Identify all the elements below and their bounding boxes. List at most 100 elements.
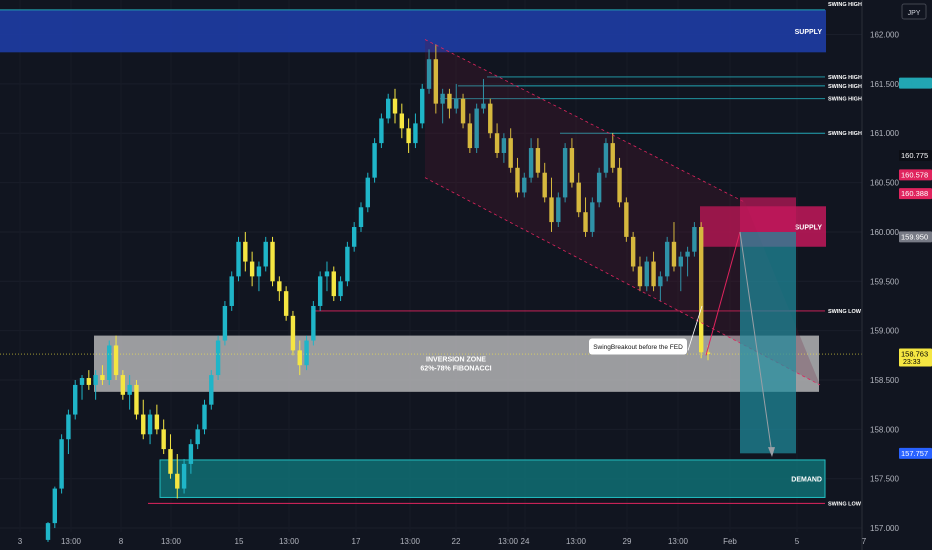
tag-157757: 157.757 bbox=[899, 448, 932, 459]
supply-right-label: SUPPLY bbox=[795, 225, 823, 232]
price-tag-text: 161.508 bbox=[901, 79, 928, 88]
time-tick-label: 13:00 bbox=[498, 537, 519, 546]
candle-body bbox=[243, 242, 247, 262]
candle-body bbox=[400, 114, 404, 129]
candle-body bbox=[53, 489, 57, 524]
candle-body bbox=[216, 341, 220, 376]
time-tick-label: 8 bbox=[119, 537, 124, 546]
candle-body bbox=[195, 429, 199, 444]
candle-body bbox=[161, 429, 165, 449]
time-tick-label: 22 bbox=[452, 537, 461, 546]
candle-body bbox=[155, 415, 159, 430]
inversion-zone-label: INVERSION ZONE bbox=[426, 357, 486, 364]
candle-body bbox=[413, 123, 417, 143]
tag-159950: 159.950 bbox=[899, 231, 932, 242]
candle-body bbox=[141, 415, 145, 435]
price-tick-label: 157.000 bbox=[870, 524, 899, 533]
time-tick-label: 3 bbox=[18, 537, 23, 546]
price-tag-text: 160.388 bbox=[901, 189, 928, 198]
candle-body bbox=[100, 375, 104, 380]
candle-body bbox=[168, 449, 172, 474]
price-tick-label: 159.000 bbox=[870, 327, 899, 336]
candle-body bbox=[250, 262, 254, 277]
candle-body bbox=[325, 271, 329, 276]
price-tick-label: 160.500 bbox=[870, 179, 899, 188]
price-tag-text: 159.950 bbox=[901, 232, 928, 241]
candle-body bbox=[230, 276, 234, 306]
demand-zone-label: DEMAND bbox=[791, 477, 822, 484]
time-tick-label: 7 bbox=[862, 537, 867, 546]
time-tick-label: 15 bbox=[235, 537, 244, 546]
candle-body bbox=[359, 207, 363, 227]
level-label: SWING HIGH bbox=[828, 2, 862, 8]
price-tick-label: 157.500 bbox=[870, 475, 899, 484]
time-tick-label: 13:00 bbox=[61, 537, 82, 546]
level-label: SWING HIGH bbox=[828, 131, 862, 137]
price-tag-text: 157.757 bbox=[901, 449, 928, 458]
time-tick-label: 5 bbox=[795, 537, 800, 546]
price-tick-label: 158.500 bbox=[870, 376, 899, 385]
currency-label: JPY bbox=[908, 10, 921, 17]
candle-body bbox=[209, 375, 213, 405]
price-tag-subtext: 23:33 bbox=[903, 359, 921, 366]
candle-body bbox=[134, 385, 138, 415]
annotation-callout: SwingBreakout before the FED bbox=[589, 339, 687, 355]
candle-body bbox=[257, 266, 261, 276]
candle-body bbox=[175, 474, 179, 489]
candle-body bbox=[114, 345, 118, 375]
level-label: SWING HIGH bbox=[828, 97, 862, 103]
candle-body bbox=[264, 242, 268, 267]
time-tick-label: Feb bbox=[723, 537, 737, 546]
candle-body bbox=[236, 242, 240, 277]
candle-body bbox=[277, 281, 281, 291]
supply-top-label: SUPPLY bbox=[795, 29, 823, 36]
candle-body bbox=[121, 375, 125, 395]
time-tick-label: 24 bbox=[521, 537, 530, 546]
candle-body bbox=[148, 415, 152, 435]
candle-body bbox=[345, 247, 349, 282]
candle-body bbox=[420, 89, 424, 124]
price-tick-label: 158.000 bbox=[870, 425, 899, 434]
candle-body bbox=[127, 385, 131, 395]
level-label: SWING LOW bbox=[828, 501, 862, 507]
time-tick-label: 13:00 bbox=[279, 537, 300, 546]
supply-top-zone bbox=[0, 10, 826, 52]
tag-160388: 160.388 bbox=[899, 188, 932, 199]
candle-body bbox=[311, 306, 315, 341]
level-label: SWING HIGH bbox=[828, 75, 862, 81]
time-tick-label: 17 bbox=[352, 537, 361, 546]
candle-body bbox=[93, 375, 97, 385]
price-tick-label: 161.000 bbox=[870, 129, 899, 138]
target-projection-box bbox=[740, 232, 796, 453]
tag-160578: 160.578 bbox=[899, 169, 932, 180]
candle-body bbox=[202, 405, 206, 430]
candle-body bbox=[66, 415, 70, 440]
price-tick-label: 161.500 bbox=[870, 80, 899, 89]
price-tag-text: 160.578 bbox=[901, 170, 928, 179]
candle-body bbox=[73, 385, 77, 415]
time-tick-label: 13:00 bbox=[668, 537, 689, 546]
candle-body bbox=[189, 444, 193, 464]
candle-body bbox=[182, 464, 186, 489]
demand-zone-zone bbox=[160, 460, 825, 498]
stop-projection-box bbox=[740, 197, 796, 232]
candle-body bbox=[107, 345, 111, 380]
tag-160775: 160.775 bbox=[899, 150, 932, 161]
candle-body bbox=[59, 439, 63, 488]
candle-body bbox=[406, 128, 410, 143]
candle-body bbox=[270, 242, 274, 281]
candle-body bbox=[393, 99, 397, 114]
candle-body bbox=[298, 350, 302, 365]
candle-body bbox=[352, 227, 356, 247]
price-tag-text: 160.775 bbox=[901, 151, 928, 160]
tag-161508: 161.508 bbox=[899, 78, 932, 89]
candle-body bbox=[87, 378, 91, 385]
candle-body bbox=[284, 291, 288, 316]
candle-body bbox=[291, 316, 295, 351]
price-tag-text: 158.763 bbox=[901, 350, 928, 359]
level-label: SWING HIGH bbox=[828, 84, 862, 90]
candle-body bbox=[372, 143, 376, 178]
candle-body bbox=[46, 523, 50, 540]
time-tick-label: 13:00 bbox=[161, 537, 182, 546]
